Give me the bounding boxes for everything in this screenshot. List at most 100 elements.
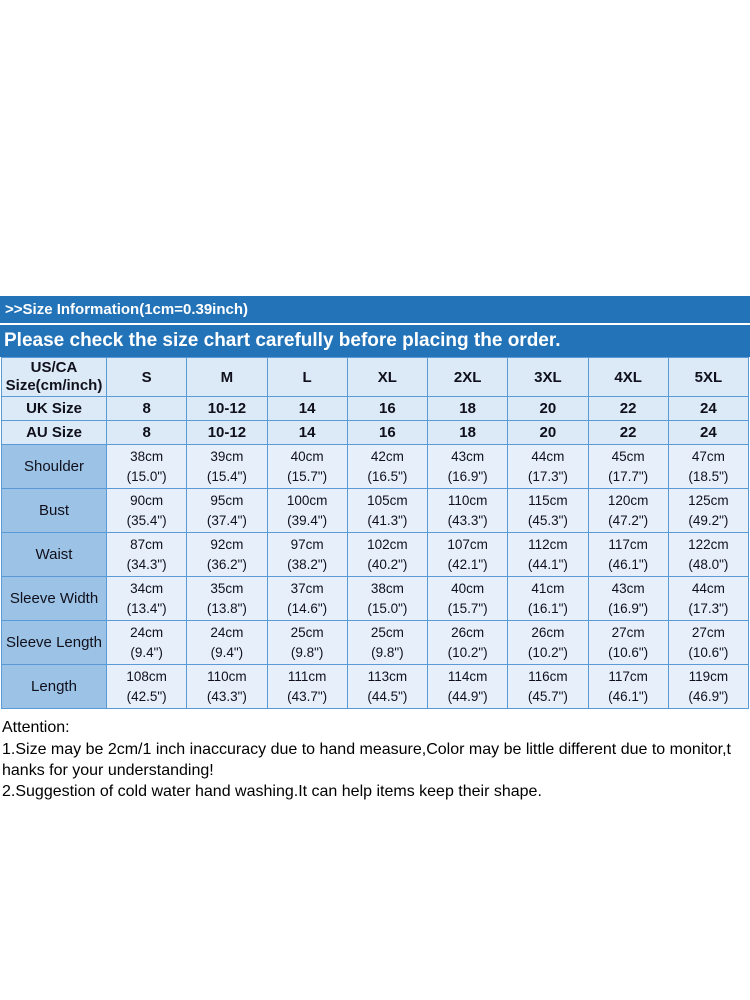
measurement-value-cell: 102cm (40.2") [346,532,429,577]
measurement-row: Sleeve Width 34cm (13.4") 35cm (13.8") 37cm… [1,576,750,621]
measurement-value-cell: 111cm (43.7") [266,664,348,709]
row-label-cell: Bust [1,488,107,533]
measurement-value-cell: 110cm (43.3") [426,488,509,533]
measurement-value-cell: 44cm (17.3") [507,444,589,489]
size-value-cell: 10-12 [186,396,268,421]
size-value-cell: 16 [346,420,429,445]
measurement-value-cell: 117cm (46.1") [587,664,669,709]
row-label-cell: Length [1,664,107,709]
size-value-cell: 18 [426,396,509,421]
size-table-body: US/CA Size(cm/inch) S M L XL 2XL 3XL 4XL 5XL UK S… [1,357,750,709]
measurement-value-cell: 40cm (15.7") [266,444,348,489]
size-value-cell: 14 [266,420,348,445]
measurement-value-cell: 38cm (15.0") [105,444,188,489]
measurement-value-cell: 26cm (10.2") [426,620,509,665]
measurement-value-cell: 92cm (36.2") [186,532,268,577]
measurement-row: Waist 87cm (34.3") 92cm (36.2") 97cm (38.2"… [1,532,750,577]
size-value-cell: 22 [587,396,669,421]
attention-section: Attention: 1.Size may be 2cm/1 inch inac… [0,709,750,802]
size-header-cell: 2XL [426,357,509,397]
size-value-cell: 20 [507,420,589,445]
measurement-value-cell: 90cm (35.4") [105,488,188,533]
measurement-row: Bust 90cm (35.4") 95cm (37.4") 100cm (39.4"… [1,488,750,533]
row-label-cell: Sleeve Width [1,576,107,621]
measurement-value-cell: 35cm (13.8") [186,576,268,621]
measurement-value-cell: 112cm (44.1") [507,532,589,577]
measurement-value-cell: 39cm (15.4") [186,444,268,489]
size-header-cell: M [186,357,268,397]
measurement-row: Length 108cm (42.5") 110cm (43.3") 111cm (4… [1,664,750,709]
row-label-cell: UK Size [1,396,107,421]
attention-line-1: 1.Size may be 2cm/1 inch inaccuracy due … [2,741,731,758]
check-size-banner: Please check the size chart carefully be… [0,325,750,357]
size-header-cell: 5XL [667,357,750,397]
attention-title: Attention: [2,719,70,736]
size-value-cell: 20 [507,396,589,421]
size-value-cell: 22 [587,420,669,445]
size-value-cell: 8 [105,420,188,445]
size-value-cell: 24 [667,396,750,421]
measurement-value-cell: 40cm (15.7") [426,576,509,621]
measurement-value-cell: 107cm (42.1") [426,532,509,577]
size-chart-content: >>Size Information(1cm=0.39inch) Please … [0,296,750,802]
attention-line-3: 2.Suggestion of cold water hand washing.… [2,783,542,800]
measurement-value-cell: 44cm (17.3") [667,576,750,621]
measurement-value-cell: 113cm (44.5") [346,664,429,709]
measurement-value-cell: 120cm (47.2") [587,488,669,533]
size-header-cell: S [105,357,188,397]
measurement-value-cell: 108cm (42.5") [105,664,188,709]
measurement-value-cell: 114cm (44.9") [426,664,509,709]
measurement-value-cell: 38cm (15.0") [346,576,429,621]
size-value-cell: 16 [346,396,429,421]
size-table: US/CA Size(cm/inch) S M L XL 2XL 3XL 4XL 5XL UK S… [1,357,750,709]
size-header-cell: L [266,357,348,397]
measurement-value-cell: 24cm (9.4") [105,620,188,665]
measurement-row: Shoulder 38cm (15.0") 39cm (15.4") 40cm (15… [1,444,750,489]
table-corner-cell: US/CA Size(cm/inch) [1,357,107,397]
measurement-value-cell: 25cm (9.8") [346,620,429,665]
row-label-cell: Shoulder [1,444,107,489]
measurement-value-cell: 27cm (10.6") [667,620,750,665]
measurement-value-cell: 37cm (14.6") [266,576,348,621]
size-value-cell: 8 [105,396,188,421]
measurement-value-cell: 87cm (34.3") [105,532,188,577]
measurement-value-cell: 125cm (49.2") [667,488,750,533]
size-value-cell: 24 [667,420,750,445]
measurement-value-cell: 117cm (46.1") [587,532,669,577]
measurement-value-cell: 25cm (9.8") [266,620,348,665]
measurement-value-cell: 119cm (46.9") [667,664,750,709]
measurement-value-cell: 34cm (13.4") [105,576,188,621]
measurement-value-cell: 105cm (41.3") [346,488,429,533]
size-value-cell: 18 [426,420,509,445]
measurement-value-cell: 42cm (16.5") [346,444,429,489]
row-label-cell: Waist [1,532,107,577]
measurement-value-cell: 43cm (16.9") [426,444,509,489]
size-info-banner: >>Size Information(1cm=0.39inch) [0,296,750,323]
size-header-cell: 3XL [507,357,589,397]
size-value-cell: 14 [266,396,348,421]
table-header-row: US/CA Size(cm/inch) S M L XL 2XL 3XL 4XL 5XL [1,357,750,397]
measurement-value-cell: 122cm (48.0") [667,532,750,577]
measurement-value-cell: 97cm (38.2") [266,532,348,577]
measurement-value-cell: 27cm (10.6") [587,620,669,665]
attention-line-2: hanks for your understanding! [2,762,214,779]
measurement-value-cell: 115cm (45.3") [507,488,589,533]
row-label-cell: Sleeve Length [1,620,107,665]
measurement-value-cell: 41cm (16.1") [507,576,589,621]
measurement-value-cell: 95cm (37.4") [186,488,268,533]
row-label-cell: AU Size [1,420,107,445]
size-info-banner-text: >>Size Information(1cm=0.39inch) [5,301,248,318]
measurement-value-cell: 100cm (39.4") [266,488,348,533]
measurement-value-cell: 26cm (10.2") [507,620,589,665]
measurement-value-cell: 24cm (9.4") [186,620,268,665]
measurement-row: Sleeve Length 24cm (9.4") 24cm (9.4") 25cm … [1,620,750,665]
size-row: AU Size 8 10-12 14 16 18 20 22 24 [1,420,750,445]
measurement-value-cell: 116cm (45.7") [507,664,589,709]
size-header-cell: 4XL [587,357,669,397]
size-value-cell: 10-12 [186,420,268,445]
size-row: UK Size 8 10-12 14 16 18 20 22 24 [1,396,750,421]
measurement-value-cell: 43cm (16.9") [587,576,669,621]
size-header-cell: XL [346,357,429,397]
check-size-banner-text: Please check the size chart carefully be… [4,330,561,351]
